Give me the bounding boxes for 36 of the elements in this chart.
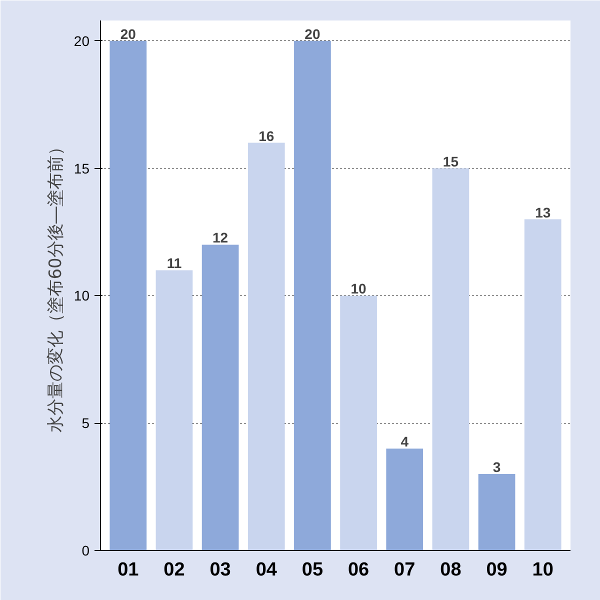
x-tick-label: 04 [256, 560, 278, 580]
data-label: 15 [442, 153, 459, 170]
bar [248, 142, 285, 550]
x-tick-label: 01 [118, 560, 140, 580]
bar [478, 474, 516, 550]
y-tick-label: 15 [74, 160, 90, 176]
x-tick-label: 09 [486, 560, 508, 580]
bar [524, 219, 562, 550]
data-label: 16 [258, 128, 274, 144]
bar [110, 40, 147, 550]
y-tick-label: 5 [82, 415, 90, 432]
data-label: 3 [492, 459, 501, 476]
y-axis-title: 水分量の変化（塗布60分後―塗布前） [46, 138, 66, 432]
data-label: 11 [166, 255, 182, 272]
bar [386, 448, 424, 550]
x-tick-label: 07 [394, 560, 416, 580]
x-tick-label: 10 [532, 560, 554, 580]
data-label: 10 [350, 280, 367, 297]
data-label: 13 [535, 204, 551, 220]
bar [432, 168, 470, 550]
bar [340, 296, 377, 550]
x-tick-label: 05 [302, 560, 324, 580]
y-tick-label: 10 [74, 288, 90, 304]
data-label: 4 [400, 434, 409, 450]
data-label: 20 [120, 26, 136, 42]
bar [156, 270, 193, 550]
x-tick-label: 02 [164, 560, 185, 580]
x-tick-label: 08 [440, 560, 462, 580]
data-label: 12 [212, 230, 228, 246]
x-tick-label: 06 [348, 560, 370, 580]
data-label: 20 [304, 26, 320, 42]
x-tick-label: 03 [210, 560, 231, 580]
bar [294, 40, 331, 550]
bar [202, 244, 239, 550]
y-tick-label: 20 [74, 32, 90, 49]
y-tick-label: 0 [82, 542, 90, 558]
